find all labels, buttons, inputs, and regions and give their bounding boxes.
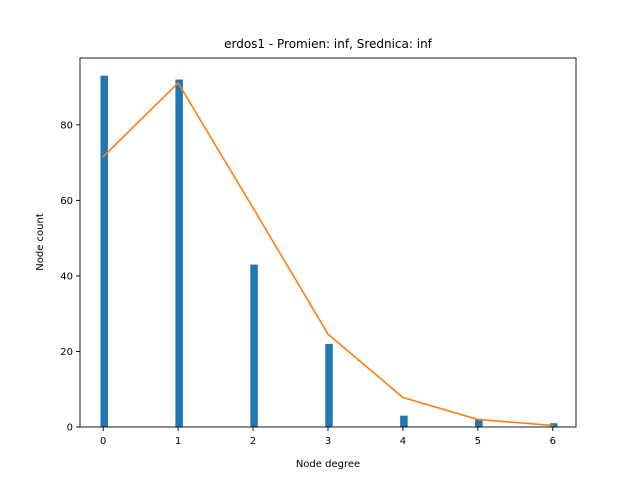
- x-tick-label-5: 5: [475, 436, 481, 447]
- bar-degree-5: [475, 419, 483, 427]
- y-tick-label-40: 40: [60, 271, 73, 282]
- y-tick-label-0: 0: [67, 423, 73, 434]
- bar-degree-2: [250, 264, 258, 427]
- chart-title: erdos1 - Promien: inf, Srednica: inf: [224, 37, 433, 51]
- y-tick-label-60: 60: [60, 196, 73, 207]
- x-tick-label-2: 2: [250, 436, 256, 447]
- y-tick-label-80: 80: [60, 120, 73, 131]
- fit-line: [102, 82, 554, 427]
- x-tick-label-0: 0: [100, 436, 106, 447]
- bar-degree-6: [550, 423, 558, 427]
- x-tick-label-6: 6: [550, 436, 556, 447]
- plot-area: [100, 75, 558, 428]
- y-axis-label: Node count: [35, 213, 46, 271]
- bar-degree-3: [325, 343, 333, 427]
- bar-degree-0: [100, 75, 108, 427]
- y-tick-label-20: 20: [60, 347, 73, 358]
- x-tick-label-3: 3: [325, 436, 331, 447]
- x-axis-label: Node degree: [296, 459, 360, 470]
- bar-degree-4: [400, 415, 408, 427]
- bar-degree-1: [175, 79, 183, 428]
- x-tick-label-1: 1: [175, 436, 181, 447]
- x-tick-label-4: 4: [400, 436, 406, 447]
